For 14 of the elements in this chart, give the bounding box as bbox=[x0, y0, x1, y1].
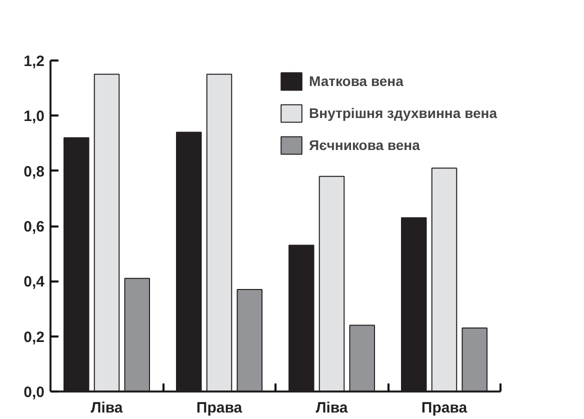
y-tick-label: 0,0 bbox=[24, 384, 45, 401]
y-tick-label: 1,0 bbox=[24, 108, 45, 126]
y-tick-label: 0,4 bbox=[24, 274, 46, 291]
x-tick-label: Права bbox=[421, 400, 468, 416]
x-tick-label: Ліва bbox=[316, 400, 348, 416]
y-tick-label: 0,6 bbox=[24, 218, 45, 236]
y-tick-label: 0,8 bbox=[24, 163, 45, 180]
y-tick-label: 0,2 bbox=[24, 328, 45, 346]
legend-label: Маткова вена bbox=[309, 73, 404, 89]
y-tick-label: 1,2 bbox=[24, 53, 45, 70]
x-tick-label: Права bbox=[196, 400, 243, 416]
x-tick-label: Ліва bbox=[90, 400, 124, 416]
legend-label: Внутрішня здухвинна вена bbox=[309, 105, 498, 121]
legend-label: Яєчникова вена bbox=[309, 137, 420, 153]
